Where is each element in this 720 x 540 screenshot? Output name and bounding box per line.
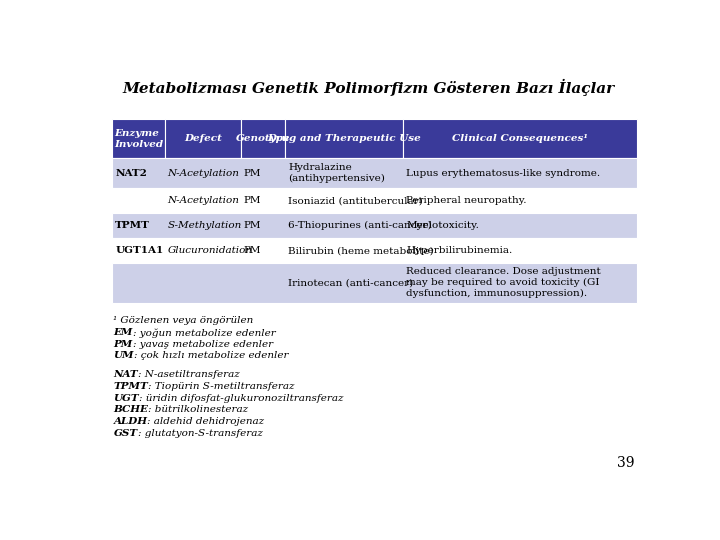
Text: TPMT: TPMT (114, 382, 148, 391)
Text: BCHE: BCHE (114, 406, 148, 414)
Text: : üridin difosfat-glukuronoziltransferaz: : üridin difosfat-glukuronoziltransferaz (139, 394, 343, 403)
Text: Irinotecan (anti-cancer): Irinotecan (anti-cancer) (288, 279, 413, 287)
Text: : Tiopürin S-metiltransferaz: : Tiopürin S-metiltransferaz (148, 382, 294, 391)
Text: Isoniazid (antitubercular): Isoniazid (antitubercular) (288, 196, 423, 205)
Text: PM: PM (243, 169, 261, 178)
Text: PM: PM (243, 196, 261, 205)
Text: : bütrilkolinesteraz: : bütrilkolinesteraz (148, 406, 248, 414)
Bar (240, 119, 285, 158)
Text: Peripheral neuropathy.: Peripheral neuropathy. (406, 196, 527, 205)
Text: NAT: NAT (114, 370, 138, 380)
Text: PM: PM (243, 221, 261, 230)
Text: UM: UM (114, 352, 134, 360)
Text: ALDH: ALDH (114, 417, 148, 426)
Bar (112, 213, 636, 238)
Text: 6-Thiopurines (anti-cancer): 6-Thiopurines (anti-cancer) (288, 221, 432, 230)
Bar (403, 119, 636, 158)
Text: : yavaş metabolize edenler: : yavaş metabolize edenler (132, 340, 273, 349)
Text: Bilirubin (heme metabolite): Bilirubin (heme metabolite) (288, 246, 434, 255)
Bar (112, 238, 636, 263)
Text: NAT2: NAT2 (115, 169, 147, 178)
Text: : çok hızlı metabolize edenler: : çok hızlı metabolize edenler (134, 352, 289, 360)
Text: Metabolizması Genetik Polimorfizm Gösteren Bazı İlaçlar: Metabolizması Genetik Polimorfizm Göster… (123, 79, 615, 97)
Bar (112, 119, 165, 158)
Text: : aldehid dehidrojenaz: : aldehid dehidrojenaz (148, 417, 264, 426)
Text: Lupus erythematosus-like syndrome.: Lupus erythematosus-like syndrome. (406, 169, 600, 178)
Text: Reduced clearance. Dose adjustment
may be required to avoid toxicity (GI
dysfunc: Reduced clearance. Dose adjustment may b… (406, 267, 601, 298)
Bar (112, 188, 636, 213)
Text: UGT1A1: UGT1A1 (115, 246, 163, 255)
Text: Genotype: Genotype (236, 134, 290, 143)
Bar (285, 119, 403, 158)
Text: : N-asetiltransferaz: : N-asetiltransferaz (138, 370, 240, 380)
Text: 39: 39 (616, 456, 634, 470)
Text: : yoğun metabolize edenler: : yoğun metabolize edenler (132, 328, 276, 338)
Text: N-Acetylation: N-Acetylation (168, 196, 240, 205)
Text: UGT: UGT (114, 394, 139, 403)
Bar (165, 119, 240, 158)
Text: GST: GST (114, 429, 138, 437)
Text: : glutatyon-S-transferaz: : glutatyon-S-transferaz (138, 429, 262, 437)
Text: Clinical Consequences¹: Clinical Consequences¹ (452, 134, 588, 143)
Bar (112, 263, 636, 302)
Text: Hyperbilirubinemia.: Hyperbilirubinemia. (406, 246, 513, 255)
Text: Glucuronidation: Glucuronidation (168, 246, 253, 255)
Text: Enzyme
Involved: Enzyme Involved (114, 129, 163, 148)
Text: PM: PM (243, 246, 261, 255)
Text: N-Acetylation: N-Acetylation (168, 169, 240, 178)
Text: TPMT: TPMT (115, 221, 150, 230)
Text: PM: PM (114, 340, 132, 349)
Text: Myelotoxicity.: Myelotoxicity. (406, 221, 479, 230)
Text: ¹ Gözlenen veya öngörülen: ¹ Gözlenen veya öngörülen (114, 316, 253, 326)
Text: S-Methylation: S-Methylation (168, 221, 242, 230)
Text: EM: EM (114, 328, 132, 337)
Text: Drug and Therapeutic Use: Drug and Therapeutic Use (268, 134, 421, 143)
Text: Defect: Defect (184, 134, 222, 143)
Text: Hydralazine
(antihypertensive): Hydralazine (antihypertensive) (288, 164, 385, 183)
Bar (112, 158, 636, 188)
